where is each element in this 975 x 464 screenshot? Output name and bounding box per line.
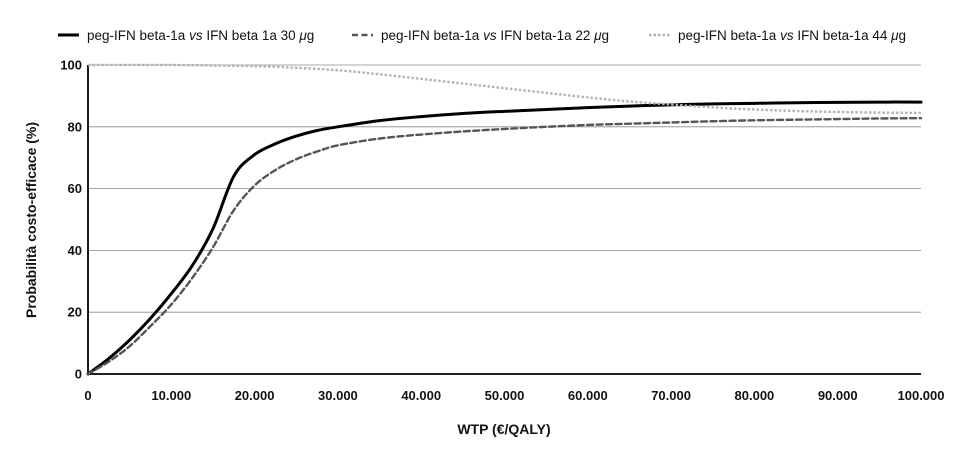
x-tick-label-6: 60.000	[568, 388, 608, 403]
tick-labels: 0 10.000 20.000 30.000 40.000 50.000 60.000 70.…	[60, 58, 944, 404]
y-tick-label-0: 0	[75, 367, 82, 382]
x-tick-label-7: 70.000	[651, 388, 691, 403]
y-tick-label-3: 60	[68, 181, 82, 196]
y-tick-label-4: 80	[68, 119, 82, 134]
legend-label-1-part-2: IFN beta-1a 22	[497, 28, 595, 43]
x-tick-label-1: 10.000	[151, 388, 191, 403]
series-lines	[86, 63, 923, 376]
y-tick-label-5: 100	[60, 58, 82, 73]
y-tick-label-2: 40	[68, 243, 82, 258]
x-tick-label-4: 40.000	[401, 388, 441, 403]
legend-label-2-part-2: IFN beta-1a 44	[794, 28, 892, 43]
legend-label-0-part-2: IFN beta 1a 30	[203, 28, 300, 43]
legend-label-0-part-4: g	[307, 28, 315, 43]
legend-label-1: peg-IFN beta-1a vs IFN beta-1a 22 μg	[381, 28, 609, 43]
x-tick-label-2: 20.000	[235, 388, 275, 403]
legend-label-2-part-1: vs	[780, 28, 794, 43]
x-axis-title: WTP (€/QALY)	[457, 421, 550, 437]
y-axis-title: Probabilità costo-efficace (%)	[23, 122, 39, 318]
legend-label-1-part-1: vs	[483, 28, 497, 43]
legend-label-0-part-3: μ	[298, 28, 307, 43]
legend-label-2-part-4: g	[899, 28, 907, 43]
legend-label-2-part-3: μ	[890, 28, 899, 43]
x-tick-label-5: 50.000	[485, 388, 525, 403]
x-tick-label-0: 0	[84, 388, 91, 403]
series-line-2	[87, 63, 922, 115]
legend-label-0: peg-IFN beta-1a vs IFN beta 1a 30 μg	[87, 28, 314, 43]
legend-label-0-part-0: peg-IFN beta-1a	[87, 28, 189, 43]
legend-label-1-part-4: g	[602, 28, 610, 43]
legend-label-0-part-1: vs	[189, 28, 203, 43]
x-tick-label-9: 90.000	[818, 388, 858, 403]
series-line-0	[86, 100, 923, 376]
axes	[87, 65, 921, 375]
legend-label-2-part-0: peg-IFN beta-1a	[678, 28, 780, 43]
legend-label-1-part-0: peg-IFN beta-1a	[381, 28, 483, 43]
legend-label-2: peg-IFN beta-1a vs IFN beta-1a 44 μg	[678, 28, 906, 43]
y-tick-label-1: 20	[68, 305, 82, 320]
x-tick-label-8: 80.000	[735, 388, 775, 403]
x-tick-label-10: 100.000	[898, 388, 945, 403]
series-line-1	[86, 116, 923, 376]
legend-label-1-part-3: μ	[593, 28, 602, 43]
x-tick-label-3: 30.000	[318, 388, 358, 403]
legend: peg-IFN beta-1a vs IFN beta 1a 30 μg peg-…	[58, 28, 906, 43]
